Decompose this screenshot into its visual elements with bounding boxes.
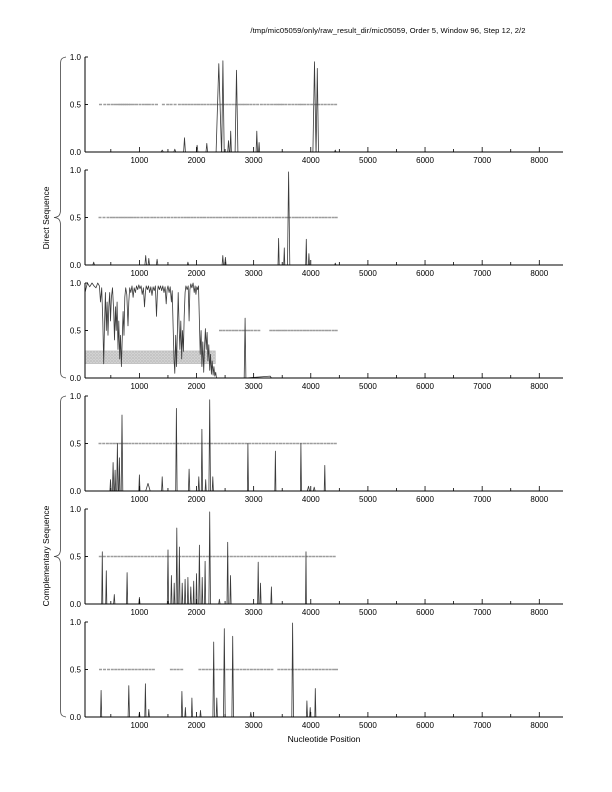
x-tick-label: 5000 bbox=[359, 495, 377, 504]
x-tick-label: 8000 bbox=[530, 721, 548, 730]
y-tick-label: 1.0 bbox=[70, 166, 82, 175]
y-tick-label: 0.0 bbox=[70, 713, 82, 722]
x-tick-label: 4000 bbox=[302, 608, 320, 617]
signal-curve bbox=[85, 511, 563, 605]
x-tick-label: 6000 bbox=[416, 269, 434, 278]
signal-curve bbox=[84, 282, 563, 379]
x-tick-label: 3000 bbox=[245, 608, 263, 617]
x-tick-label: 6000 bbox=[416, 608, 434, 617]
x-tick-label: 4000 bbox=[302, 721, 320, 730]
signal-curve bbox=[85, 60, 563, 153]
signal-curve bbox=[85, 399, 563, 492]
y-tick-label: 0.5 bbox=[70, 552, 82, 561]
x-tick-label: 7000 bbox=[473, 156, 491, 165]
x-tick-label: 1000 bbox=[130, 382, 148, 391]
panel-direct-3: 0.0 0.5 1.0 1000 2000 3000 4000 5000 6000 7000 800… bbox=[70, 279, 563, 391]
complementary-group-brace bbox=[53, 395, 67, 718]
x-tick-label: 1000 bbox=[130, 495, 148, 504]
x-tick-label: 5000 bbox=[359, 721, 377, 730]
y-tick-label: 0.0 bbox=[70, 600, 82, 609]
x-tick-label: 6000 bbox=[416, 495, 434, 504]
x-tick-label: 7000 bbox=[473, 721, 491, 730]
x-axis-label: Nucleotide Position bbox=[287, 734, 361, 744]
x-tick-label: 8000 bbox=[530, 156, 548, 165]
figure-title: /tmp/mic05059/only/raw_result_dir/mic050… bbox=[250, 26, 526, 35]
x-tick-label: 7000 bbox=[473, 608, 491, 617]
x-tick-label: 8000 bbox=[530, 269, 548, 278]
y-tick-label: 0.0 bbox=[70, 148, 82, 157]
y-tick-label: 0.5 bbox=[70, 439, 82, 448]
x-tick-label: 5000 bbox=[359, 382, 377, 391]
x-tick-label: 4000 bbox=[302, 269, 320, 278]
x-tick-label: 7000 bbox=[473, 495, 491, 504]
y-tick-label: 1.0 bbox=[70, 618, 82, 627]
x-tick-label: 2000 bbox=[188, 382, 206, 391]
x-tick-label: 7000 bbox=[473, 269, 491, 278]
x-tick-label: 4000 bbox=[302, 156, 320, 165]
y-tick-label: 0.0 bbox=[70, 487, 82, 496]
x-tick-label: 8000 bbox=[530, 382, 548, 391]
repeat-region-band bbox=[84, 350, 216, 364]
x-tick-label: 8000 bbox=[530, 495, 548, 504]
panel-direct-2: 0.0 0.5 1.0 1000 2000 3000 4000 5000 6000 7000 800… bbox=[70, 166, 563, 278]
y-tick-label: 0.0 bbox=[70, 261, 82, 270]
x-tick-label: 1000 bbox=[130, 608, 148, 617]
direct-sequence-group-label: Direct Sequence bbox=[41, 186, 51, 250]
x-tick-label: 5000 bbox=[359, 156, 377, 165]
x-tick-label: 2000 bbox=[188, 495, 206, 504]
y-tick-label: 0.5 bbox=[70, 326, 82, 335]
x-tick-label: 1000 bbox=[130, 269, 148, 278]
x-tick-label: 1000 bbox=[130, 721, 148, 730]
y-tick-label: 1.0 bbox=[70, 279, 82, 288]
x-tick-label: 2000 bbox=[188, 721, 206, 730]
x-tick-label: 8000 bbox=[530, 608, 548, 617]
y-tick-label: 0.5 bbox=[70, 213, 82, 222]
x-tick-label: 4000 bbox=[302, 382, 320, 391]
x-tick-label: 2000 bbox=[188, 156, 206, 165]
y-tick-label: 0.5 bbox=[70, 100, 82, 109]
x-tick-label: 6000 bbox=[416, 156, 434, 165]
x-tick-label: 6000 bbox=[416, 382, 434, 391]
panel-direct-1: 0.0 0.5 1.0 1000 2000 3000 4000 5000 6000 7000 800… bbox=[70, 53, 563, 165]
panel-complementary-1: 0.0 0.5 1.0 1000 2000 3000 4000 5000 6000 7000 800… bbox=[70, 392, 563, 504]
y-tick-label: 0.0 bbox=[70, 374, 82, 383]
x-tick-label: 2000 bbox=[188, 608, 206, 617]
complementary-sequence-group-label: Complementary Sequence bbox=[41, 505, 51, 607]
x-tick-label: 3000 bbox=[245, 156, 263, 165]
x-tick-label: 3000 bbox=[245, 721, 263, 730]
y-tick-label: 1.0 bbox=[70, 505, 82, 514]
direct-group-brace bbox=[53, 56, 67, 379]
x-tick-label: 3000 bbox=[245, 269, 263, 278]
signal-curve bbox=[85, 171, 563, 266]
panel-complementary-2: 0.0 0.5 1.0 1000 2000 3000 4000 5000 6000 7000 800… bbox=[70, 505, 563, 617]
x-tick-label: 2000 bbox=[188, 269, 206, 278]
x-tick-label: 6000 bbox=[416, 721, 434, 730]
x-tick-label: 3000 bbox=[245, 382, 263, 391]
y-tick-label: 1.0 bbox=[70, 392, 82, 401]
x-tick-label: 3000 bbox=[245, 495, 263, 504]
panel-complementary-3: 0.0 0.5 1.0 1000 2000 3000 4000 5000 6000 7000 800… bbox=[70, 618, 563, 730]
x-tick-label: 5000 bbox=[359, 269, 377, 278]
x-tick-label: 7000 bbox=[473, 382, 491, 391]
y-tick-label: 0.5 bbox=[70, 665, 82, 674]
x-tick-label: 4000 bbox=[302, 495, 320, 504]
x-tick-label: 5000 bbox=[359, 608, 377, 617]
y-tick-label: 1.0 bbox=[70, 53, 82, 62]
x-tick-label: 1000 bbox=[130, 156, 148, 165]
